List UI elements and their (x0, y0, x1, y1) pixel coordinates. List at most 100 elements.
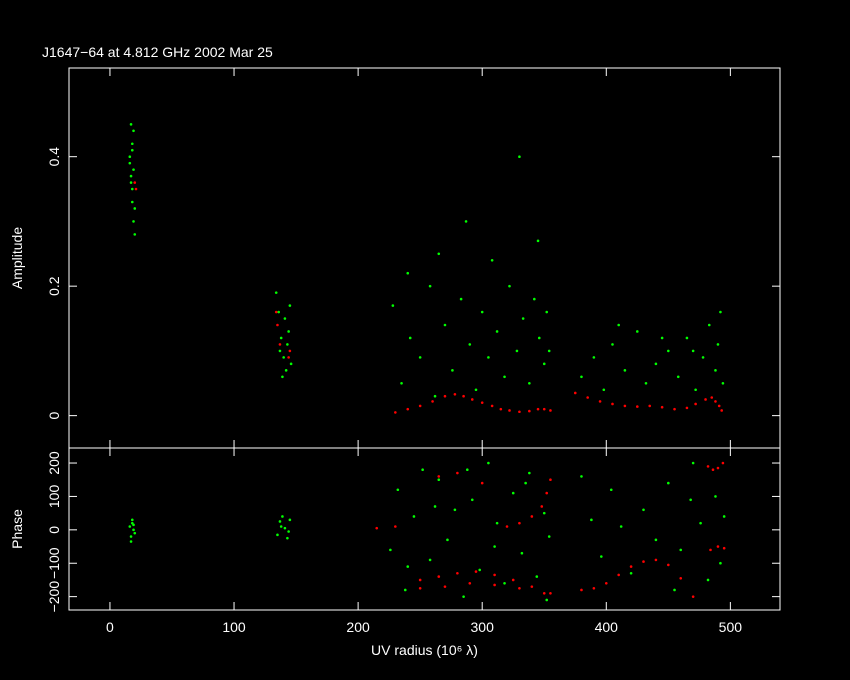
point (428, 284, 432, 288)
point (128, 155, 132, 158)
point (536, 407, 540, 411)
point (288, 349, 292, 353)
point (443, 585, 447, 588)
point (133, 181, 137, 184)
point (592, 356, 596, 359)
point (474, 388, 478, 392)
point (130, 187, 134, 191)
point (600, 555, 603, 558)
point (134, 187, 138, 191)
point (667, 481, 670, 485)
point (636, 330, 639, 333)
plot-frame (68, 447, 781, 611)
point (518, 586, 521, 590)
point (694, 388, 697, 392)
point (617, 323, 620, 327)
point (433, 505, 437, 508)
point (462, 595, 465, 598)
point (278, 349, 282, 353)
point (493, 583, 496, 587)
point (707, 323, 711, 327)
point (453, 508, 457, 512)
point (530, 515, 534, 518)
point (474, 570, 478, 573)
point (580, 475, 583, 478)
point (714, 369, 717, 372)
point (468, 581, 472, 585)
point (518, 410, 521, 414)
point (278, 520, 282, 523)
point (286, 343, 289, 346)
point (391, 304, 395, 307)
point (443, 394, 447, 398)
x-tick-label: 400 (595, 619, 619, 635)
point (602, 388, 606, 392)
point (279, 525, 283, 528)
point (528, 471, 531, 475)
point (288, 518, 292, 522)
x-tick-label: 100 (222, 619, 246, 635)
point (132, 220, 135, 223)
point (456, 471, 459, 475)
point (437, 252, 441, 256)
point (459, 297, 463, 301)
point (604, 581, 608, 585)
point (495, 521, 499, 525)
point (130, 148, 134, 152)
y-tick-label: 100 (46, 485, 62, 509)
point (132, 523, 135, 527)
point (716, 466, 720, 470)
point (549, 478, 552, 482)
point (453, 392, 457, 396)
point (132, 168, 135, 171)
point (699, 521, 702, 525)
point (421, 468, 424, 472)
point (478, 568, 482, 572)
point (629, 571, 633, 575)
point (132, 129, 135, 133)
point (279, 336, 283, 340)
point (437, 478, 441, 482)
point (282, 356, 285, 359)
point (289, 362, 293, 366)
point (400, 381, 403, 385)
point (520, 551, 524, 555)
point (499, 407, 503, 411)
point (133, 233, 137, 236)
x-tick-label: 0 (106, 619, 114, 635)
point (704, 398, 707, 401)
point (394, 411, 397, 414)
point (573, 391, 577, 395)
point (598, 400, 602, 403)
point (685, 406, 689, 410)
point (547, 349, 551, 353)
point (716, 545, 720, 548)
point (466, 468, 469, 472)
point (547, 535, 551, 538)
point (533, 297, 536, 301)
y-tick-label: 200 (46, 451, 62, 475)
point (536, 239, 540, 243)
point (128, 525, 132, 528)
point (418, 404, 422, 408)
point (133, 531, 137, 535)
point (611, 343, 614, 346)
point (428, 558, 432, 562)
y-tick-label: 0.2 (46, 276, 62, 296)
point (545, 598, 549, 602)
point (274, 310, 278, 314)
point (129, 181, 133, 184)
point (493, 573, 496, 577)
point (130, 518, 134, 522)
point (542, 591, 546, 595)
y-tick-label: −100 (46, 547, 62, 579)
point (284, 369, 288, 372)
point (528, 409, 531, 413)
point (508, 284, 511, 288)
point (590, 518, 593, 522)
point (508, 409, 511, 412)
point (490, 258, 494, 262)
point (511, 578, 515, 582)
point (493, 545, 496, 548)
